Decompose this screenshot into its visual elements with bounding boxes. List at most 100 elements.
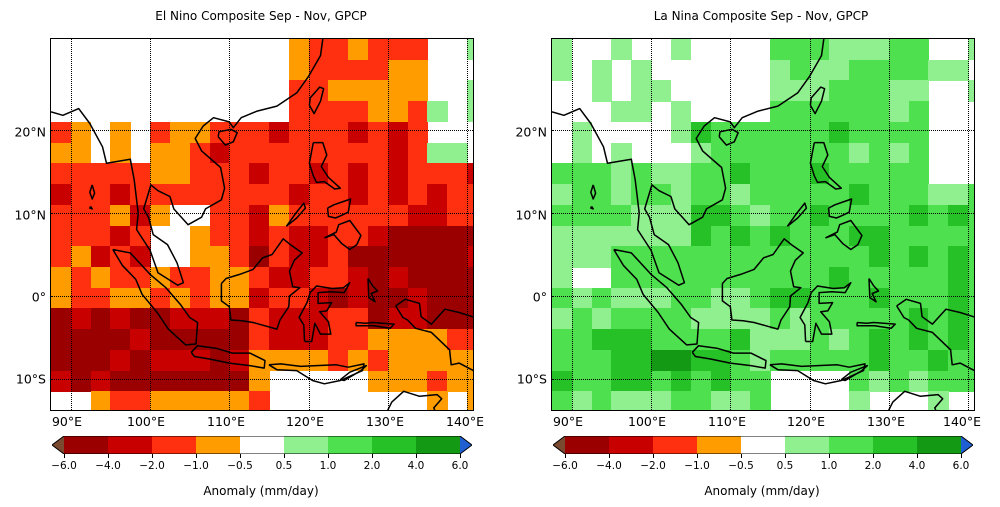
- anomaly-cell: [908, 204, 930, 227]
- anomaly-cell: [387, 349, 409, 372]
- anomaly-cell: [591, 391, 613, 410]
- coastline: [590, 205, 594, 210]
- anomaly-cell: [888, 329, 910, 351]
- anomaly-cell: [710, 163, 731, 185]
- anomaly-cell: [427, 308, 448, 330]
- anomaly-cell: [110, 163, 131, 185]
- anomaly-cell: [730, 184, 751, 206]
- anomaly-cell: [769, 287, 791, 309]
- anomaly-cell: [447, 370, 468, 392]
- panel-title-lanina: La Nina Composite Sep - Nov, GPCP: [653, 9, 869, 23]
- anomaly-cell: [869, 204, 890, 227]
- anomaly-cell: [169, 308, 191, 330]
- meridian-gridline: [387, 39, 389, 410]
- anomaly-cell: [730, 163, 751, 185]
- coastline: [217, 128, 238, 146]
- anomaly-cell: [328, 329, 349, 351]
- anomaly-cell: [789, 184, 811, 206]
- anomaly-cell: [670, 391, 692, 410]
- anomaly-cell: [209, 204, 230, 227]
- anomaly-cell: [750, 266, 771, 289]
- anomaly-cell: [968, 204, 974, 227]
- colorbar-segment: [328, 436, 373, 454]
- coastline: [809, 86, 826, 115]
- anomaly-cell: [387, 59, 409, 82]
- colorbar-tick-label: −2.0: [139, 460, 165, 472]
- anomaly-cell: [690, 370, 712, 392]
- anomaly-cell: [611, 391, 632, 410]
- anomaly-cell: [710, 142, 731, 164]
- anomaly-cell: [552, 287, 573, 309]
- anomaly-cell: [348, 329, 369, 351]
- anomaly-cell: [70, 308, 92, 330]
- anomaly-cell: [750, 246, 771, 268]
- anomaly-cell: [849, 80, 870, 102]
- anomaly-cell: [571, 349, 593, 372]
- anomaly-cell: [368, 59, 389, 82]
- anomaly-cell: [288, 225, 310, 247]
- anomaly-cell: [268, 204, 290, 227]
- colorbar-tick-mark: [416, 454, 417, 458]
- anomaly-cell: [447, 225, 468, 247]
- anomaly-cell: [829, 266, 850, 289]
- anomaly-cell: [268, 287, 290, 309]
- anomaly-cell: [968, 80, 974, 102]
- anomaly-cell: [690, 287, 712, 309]
- anomaly-cell: [888, 39, 910, 61]
- anomaly-cell: [809, 308, 830, 330]
- colorbar-tick-label: −0.5: [728, 460, 754, 472]
- lon-label-110e: 110°E: [206, 414, 246, 429]
- anomaly-cell: [268, 142, 290, 164]
- anomaly-cell: [70, 266, 92, 289]
- lon-label-140e: 140°E: [942, 414, 982, 429]
- anomaly-cell: [571, 204, 593, 227]
- anomaly-cell: [552, 266, 573, 289]
- anomaly-cell: [427, 184, 448, 206]
- anomaly-cell: [229, 308, 250, 330]
- anomaly-cell: [90, 391, 112, 410]
- anomaly-cell: [730, 287, 751, 309]
- anomaly-cell: [908, 59, 930, 82]
- anomaly-cell: [130, 266, 151, 289]
- anomaly-cell: [750, 329, 771, 351]
- anomaly-cell: [690, 225, 712, 247]
- anomaly-cell: [407, 287, 429, 309]
- anomaly-cell: [809, 204, 830, 227]
- colorbar-tick-mark: [917, 454, 918, 458]
- anomaly-cell: [249, 329, 270, 351]
- anomaly-cell: [90, 308, 112, 330]
- anomaly-cell: [591, 80, 613, 102]
- anomaly-cell: [869, 225, 890, 247]
- anomaly-cell: [968, 329, 974, 351]
- anomaly-cell: [571, 391, 593, 410]
- anomaly-cell: [348, 266, 369, 289]
- anomaly-cell: [130, 370, 151, 392]
- colorbar-segment: [609, 436, 654, 454]
- coastline: [856, 321, 896, 330]
- anomaly-cell: [447, 204, 468, 227]
- anomaly-cell: [849, 391, 870, 410]
- anomaly-cell: [670, 163, 692, 185]
- anomaly-cell: [328, 80, 349, 102]
- anomaly-cell: [368, 246, 389, 268]
- colorbar-tick-mark: [64, 454, 65, 458]
- colorbar-segment: [108, 436, 153, 454]
- anomaly-cell: [591, 308, 613, 330]
- anomaly-cell: [611, 101, 632, 123]
- lanina-anomaly-map: [551, 38, 975, 411]
- colorbar-underflow-arrow: [52, 436, 64, 454]
- anomaly-cell: [888, 59, 910, 82]
- anomaly-cell: [387, 101, 409, 123]
- anomaly-cell: [427, 370, 448, 392]
- colorbar-overflow-arrow: [460, 436, 472, 454]
- anomaly-cell: [51, 349, 72, 372]
- anomaly-cell: [150, 287, 171, 309]
- anomaly-cell: [387, 142, 409, 164]
- anomaly-cell: [348, 39, 369, 61]
- anomaly-cell: [427, 266, 448, 289]
- anomaly-cell: [387, 39, 409, 61]
- anomaly-cell: [110, 349, 131, 372]
- anomaly-cell: [690, 329, 712, 351]
- lon-label-90e: 90°E: [552, 414, 584, 429]
- parallel-gridline: [51, 295, 473, 297]
